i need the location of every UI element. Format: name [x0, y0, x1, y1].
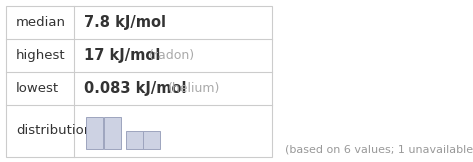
- Bar: [104, 117, 121, 149]
- Text: (based on 6 values; 1 unavailable): (based on 6 values; 1 unavailable): [285, 144, 473, 154]
- Text: (radon): (radon): [149, 49, 194, 62]
- Text: (helium): (helium): [168, 82, 220, 95]
- Text: 17 kJ/mol: 17 kJ/mol: [84, 48, 160, 63]
- Bar: [86, 117, 103, 149]
- Text: distribution: distribution: [16, 125, 92, 138]
- Text: lowest: lowest: [16, 82, 59, 95]
- Bar: [6, 6, 272, 157]
- Text: 7.8 kJ/mol: 7.8 kJ/mol: [84, 15, 166, 30]
- Text: 0.083 kJ/mol: 0.083 kJ/mol: [84, 81, 186, 96]
- Text: highest: highest: [16, 49, 66, 62]
- Bar: [143, 131, 160, 149]
- Text: median: median: [16, 16, 66, 29]
- Bar: [126, 131, 143, 149]
